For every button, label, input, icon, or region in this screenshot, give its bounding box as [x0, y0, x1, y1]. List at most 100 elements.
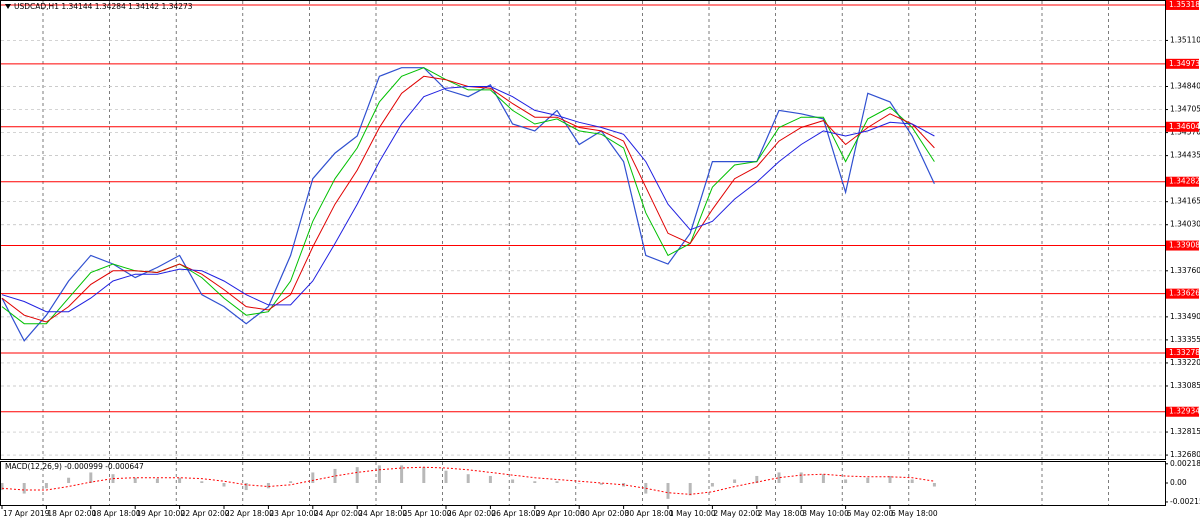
level-label: 1.34282	[1169, 177, 1200, 186]
x-tick-label: 19 Apr 10:00	[136, 509, 185, 518]
histogram-bar	[644, 483, 648, 494]
level-tag	[1166, 0, 1199, 10]
histogram-bar	[866, 477, 870, 483]
histogram-bar	[22, 483, 26, 494]
histogram-bar	[289, 481, 293, 483]
x-tick-label: 2 May 02:00	[713, 509, 760, 518]
chart-title: USDCAD,H1 1.34144 1.34284 1.34142 1.3427…	[14, 2, 193, 11]
x-tick-label: 1 May 10:00	[669, 509, 716, 518]
histogram-bar	[133, 477, 137, 483]
y-tick-label: 1.34165	[1170, 197, 1200, 206]
histogram-bar	[688, 483, 692, 496]
histogram-bar	[444, 470, 448, 483]
histogram-bar	[733, 479, 737, 483]
y-tick-label: 0.00	[1170, 478, 1187, 487]
level-label: 1.35318	[1169, 0, 1200, 9]
y-tick-label: 1.35110	[1170, 35, 1200, 44]
y-tick-label: 1.33490	[1170, 312, 1200, 321]
y-tick-label: -0.002154	[1170, 497, 1200, 506]
y-tick-label: 1.34435	[1170, 151, 1200, 160]
histogram-bar	[422, 467, 426, 483]
histogram-bar	[155, 478, 159, 483]
y-tick-label: 1.33085	[1170, 381, 1200, 390]
line-series	[1, 67, 935, 342]
histogram-bar	[200, 481, 204, 483]
histogram-bar	[67, 477, 71, 483]
histogram-bar	[244, 483, 248, 491]
histogram-bar	[377, 465, 381, 483]
histogram-bar	[888, 475, 892, 483]
level-tag	[1166, 240, 1199, 251]
histogram-bar	[222, 483, 226, 487]
x-tick-label: 24 Apr 18:00	[358, 509, 407, 518]
x-tick-label: 18 Apr 18:00	[92, 509, 141, 518]
line-series	[1, 466, 935, 495]
x-tick-label: 29 Apr 10:00	[536, 509, 585, 518]
histogram-bar	[178, 477, 182, 483]
histogram-bar	[555, 481, 559, 483]
histogram-bar	[932, 483, 936, 487]
y-tick-label: 1.34840	[1170, 82, 1200, 91]
histogram-bar	[44, 483, 48, 489]
y-tick-label: 1.32680	[1170, 450, 1200, 459]
x-tick-label: 24 Apr 02:00	[314, 509, 363, 518]
histogram-bar	[821, 474, 825, 483]
x-tick-label: 18 Apr 02:00	[47, 509, 96, 518]
line-series	[1, 86, 935, 313]
histogram-bar	[311, 472, 315, 483]
macd-title: MACD(12,26,9) -0.000999 -0.000647	[5, 462, 144, 471]
y-tick-label: 1.34570	[1170, 128, 1200, 137]
x-tick-label: 25 Apr 10:00	[403, 509, 452, 518]
histogram-bar	[400, 465, 404, 483]
level-tag	[1166, 176, 1199, 187]
x-tick-label: 22 Apr 02:00	[181, 509, 230, 518]
macd-frame	[0, 461, 1166, 506]
histogram-bar	[333, 468, 337, 483]
histogram-bar	[910, 479, 914, 483]
x-tick-label: 2 May 18:00	[758, 509, 805, 518]
histogram-bar	[355, 467, 359, 483]
histogram-bar	[89, 472, 93, 483]
y-tick-label: 1.32815	[1170, 427, 1200, 436]
x-tick-label: 30 Apr 02:00	[580, 509, 629, 518]
x-tick-label: 22 Apr 18:00	[225, 509, 274, 518]
histogram-bar	[799, 472, 803, 483]
histogram-bar	[466, 474, 470, 483]
level-tag	[1166, 121, 1199, 132]
histogram-bar	[710, 483, 714, 487]
x-tick-label: 17 Apr 2019	[3, 509, 50, 518]
histogram-bar	[777, 472, 781, 483]
y-tick-label: 1.34030	[1170, 220, 1200, 229]
level-tag	[1166, 348, 1199, 359]
y-tick-label: 1.33760	[1170, 266, 1200, 275]
menu-icon[interactable]	[5, 4, 11, 9]
x-tick-label: 6 May 18:00	[891, 509, 938, 518]
y-tick-label: 1.33355	[1170, 335, 1200, 344]
y-tick-label: 0.002181	[1170, 459, 1200, 468]
level-label: 1.34973	[1169, 59, 1200, 68]
level-label: 1.33626	[1169, 289, 1200, 298]
histogram-bar	[755, 475, 759, 483]
histogram-bar	[844, 479, 848, 483]
level-label: 1.32934	[1169, 407, 1200, 416]
histogram-bar	[266, 483, 270, 489]
histogram-bar	[0, 483, 4, 491]
x-tick-label: 26 Apr 18:00	[491, 509, 540, 518]
level-tag	[1166, 406, 1199, 417]
histogram-bar	[533, 481, 537, 483]
x-tick-label: 3 May 10:00	[802, 509, 849, 518]
histogram-bar	[511, 479, 515, 483]
x-tick-label: 6 May 02:00	[847, 509, 894, 518]
histogram-bar	[577, 483, 581, 484]
x-tick-label: 23 Apr 10:00	[269, 509, 318, 518]
level-tag	[1166, 58, 1199, 69]
x-tick-label: 30 Apr 18:00	[625, 509, 674, 518]
level-label: 1.33908	[1169, 241, 1200, 250]
x-tick-label: 26 Apr 02:00	[447, 509, 496, 518]
y-tick-label: 1.34705	[1170, 105, 1200, 114]
histogram-bar	[666, 483, 670, 499]
main-frame	[0, 0, 1166, 460]
